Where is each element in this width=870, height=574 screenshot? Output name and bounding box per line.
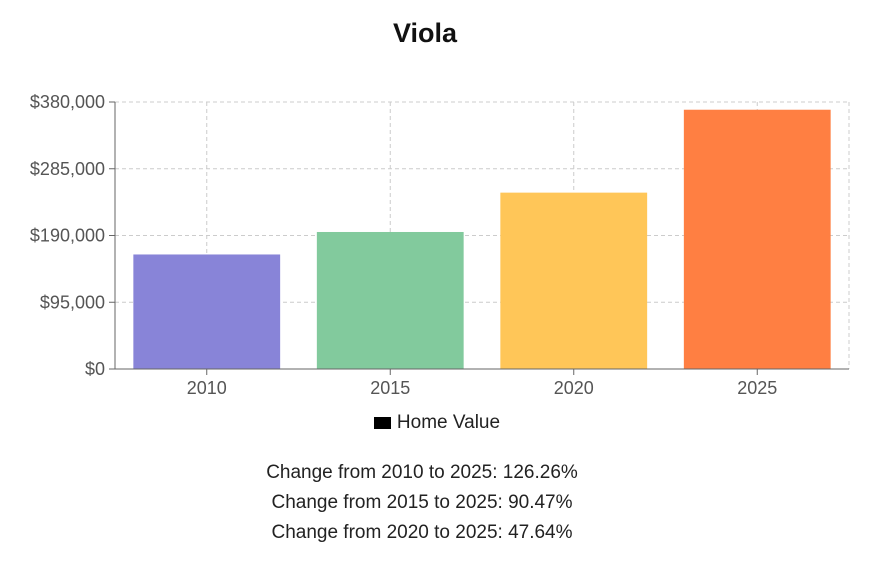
bar-2025[interactable] xyxy=(683,109,831,370)
bars xyxy=(133,109,831,370)
x-tick-label: 2025 xyxy=(737,378,777,398)
axes: $0 $95,000 $190,000 $285,000 $380,000 2010 201… xyxy=(30,92,849,398)
y-tick-label: $190,000 xyxy=(30,226,105,246)
change-line: Change from 2010 to 2025: 126.26% xyxy=(266,462,578,483)
y-tick-label: $380,000 xyxy=(30,92,105,112)
x-tick-label: 2015 xyxy=(370,378,410,398)
chart-title: Viola xyxy=(392,18,458,48)
legend-label: Home Value xyxy=(396,412,501,433)
y-tick-label: $285,000 xyxy=(30,159,105,179)
x-tick-label: 2020 xyxy=(554,378,594,398)
change-summary: Change from 2010 to 2025: 126.26% Change… xyxy=(0,458,844,548)
bar-2020[interactable] xyxy=(500,192,648,369)
change-line: Change from 2020 to 2025: 47.64% xyxy=(271,522,573,543)
bar-2010[interactable] xyxy=(133,254,281,369)
y-tick-label: $95,000 xyxy=(40,292,105,312)
x-tick-label: 2010 xyxy=(187,378,227,398)
y-tick-label: $0 xyxy=(85,359,105,379)
legend-swatch xyxy=(373,417,391,429)
change-line: Change from 2015 to 2025: 90.47% xyxy=(271,492,573,513)
legend[interactable]: Home Value xyxy=(0,412,870,434)
bar-2015[interactable] xyxy=(316,231,464,369)
